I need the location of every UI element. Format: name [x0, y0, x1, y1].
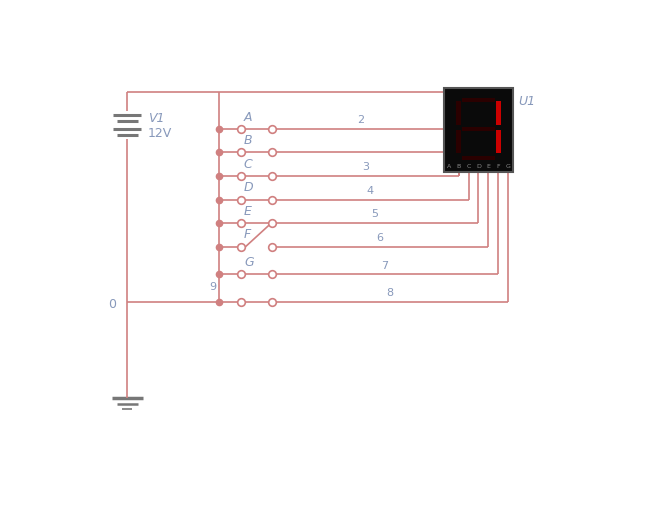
Text: B: B [244, 134, 252, 147]
Bar [462, 156, 495, 160]
Text: D: D [244, 181, 254, 194]
Bar [496, 102, 500, 126]
Text: D: D [476, 163, 481, 168]
Text: E: E [486, 163, 490, 168]
Bar [496, 131, 500, 154]
Text: F: F [244, 228, 251, 241]
Text: 3: 3 [362, 162, 369, 172]
Text: V1: V1 [148, 111, 164, 124]
Text: C: C [244, 157, 252, 171]
Bar [462, 99, 495, 103]
Text: A: A [447, 163, 451, 168]
Bar [444, 89, 513, 173]
Text: G: G [506, 163, 510, 168]
Text: 8: 8 [387, 288, 393, 297]
Bar [462, 128, 495, 131]
Text: B: B [456, 163, 461, 168]
Text: 12V: 12V [148, 127, 172, 140]
Bar [456, 131, 461, 154]
Text: F: F [496, 163, 500, 168]
Text: U1: U1 [519, 94, 536, 107]
Bar [456, 102, 461, 126]
Text: 5: 5 [371, 209, 379, 219]
Text: C: C [466, 163, 471, 168]
Text: 9: 9 [209, 282, 216, 292]
Text: 7: 7 [381, 260, 388, 270]
Text: 4: 4 [367, 186, 374, 195]
Text: 0: 0 [108, 298, 116, 310]
Text: A: A [244, 110, 252, 123]
Text: 2: 2 [357, 115, 364, 125]
Text: 6: 6 [377, 233, 383, 243]
Text: G: G [244, 256, 254, 268]
Text: E: E [244, 205, 252, 217]
